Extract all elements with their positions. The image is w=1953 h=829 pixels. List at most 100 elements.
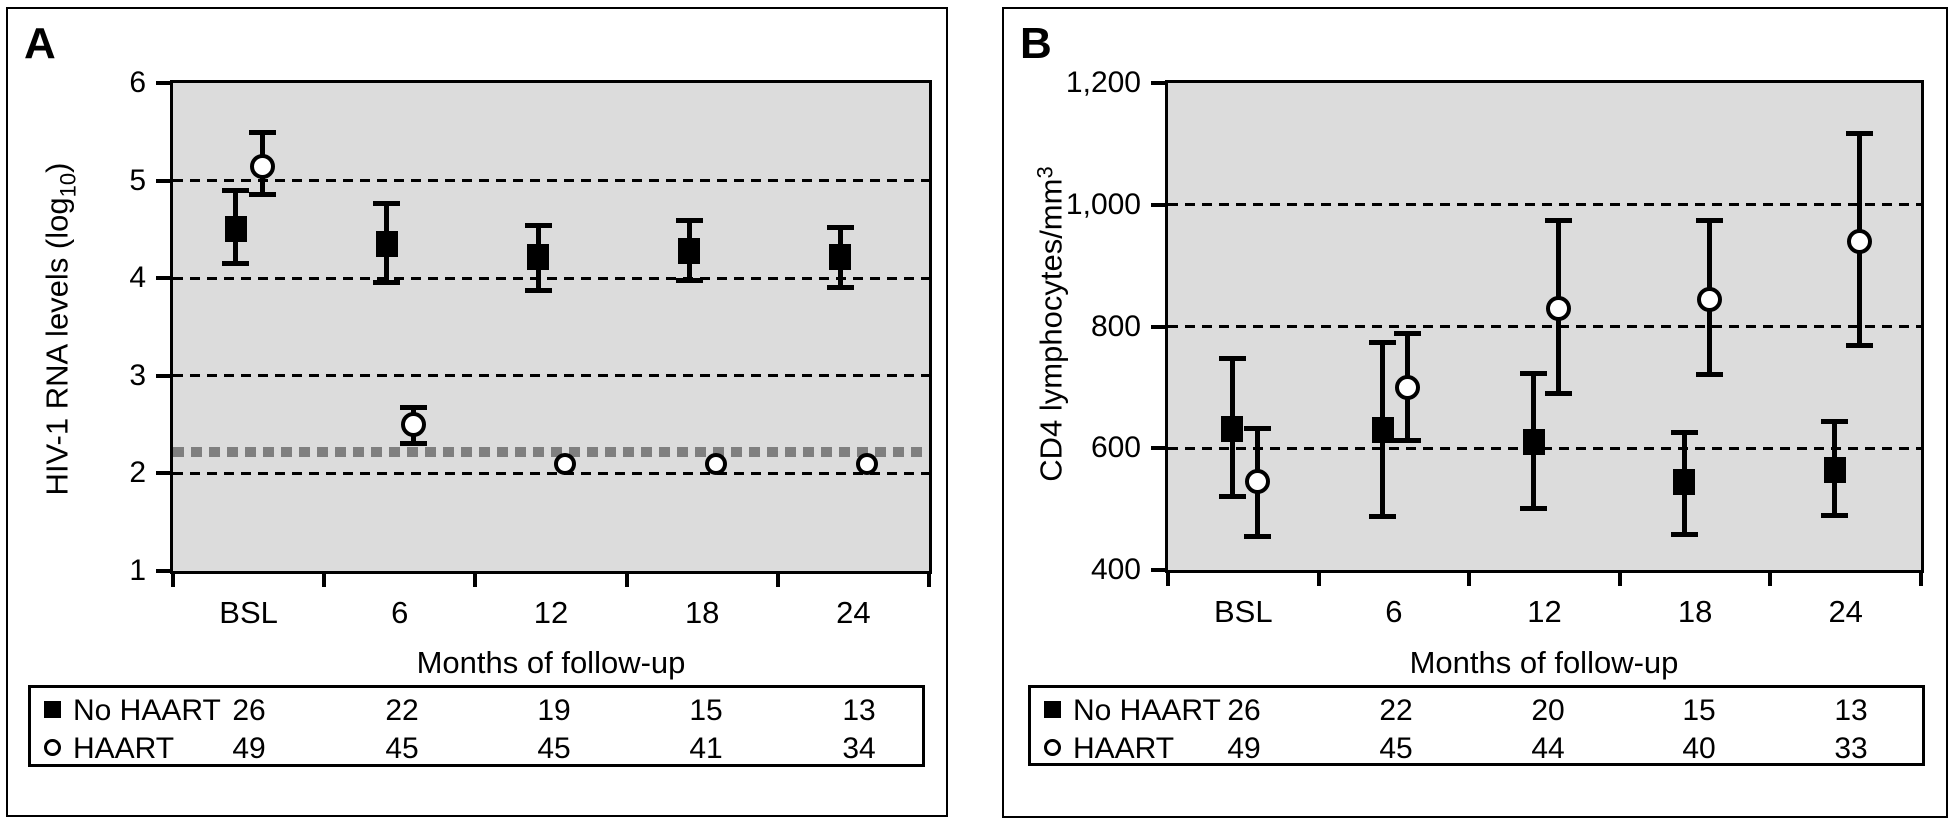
error-bar-cap-top	[1670, 429, 1698, 435]
error-bar-cap-bottom	[675, 278, 703, 284]
x-tick-5	[1919, 573, 1923, 586]
x-category-label-6: 6	[391, 595, 409, 630]
error-bar-cap-bottom	[1670, 531, 1698, 537]
y-tick-label-1200: 1,200	[1065, 66, 1141, 99]
x-category-label-12: 12	[533, 595, 569, 630]
error-bar-cap-top	[1218, 356, 1246, 362]
panel-b-plot-area: 1,200 1,000 800 600 400 BSL 6 12 18 24	[1066, 66, 1924, 629]
error-bar-cap-top	[1846, 130, 1874, 136]
error-bar-cap-bottom	[249, 192, 277, 198]
x-tick-4	[775, 574, 780, 587]
x-tick-2	[1467, 573, 1472, 586]
gridline-600	[1168, 446, 1921, 450]
y-tick-6	[156, 81, 170, 85]
y-tick-800	[1151, 324, 1165, 329]
x-tick-2	[473, 574, 478, 587]
data-point-circle	[250, 153, 276, 179]
x-category-label-12: 12	[1527, 594, 1562, 629]
panel-a-plot-area: 6 5 4 3 2 1 BSL 6 12 18 24	[129, 66, 932, 630]
y-title-superscript: 3	[1032, 166, 1058, 179]
error-bar-cap-top	[1369, 339, 1397, 345]
legend-count: 34	[842, 732, 876, 765]
error-bar-cap-bottom	[1218, 493, 1246, 499]
y-tick-label-6: 6	[129, 66, 146, 99]
data-point-circle	[1395, 374, 1421, 400]
panel-a-letter: A	[24, 19, 56, 68]
error-bar-cap-bottom	[1821, 513, 1849, 519]
legend-count: 15	[1682, 694, 1716, 727]
legend-square-icon	[1044, 701, 1061, 718]
data-point-square	[224, 216, 247, 243]
error-bar-cap-top	[1394, 330, 1422, 336]
error-bar-cap-top	[249, 129, 277, 135]
panel-a-y-axis-title: HIV-1 RNA levels (log10)	[39, 163, 82, 496]
data-point-square	[829, 243, 852, 270]
legend-count: 22	[385, 694, 419, 727]
error-bar-cap-top	[675, 217, 703, 223]
error-bar-cap-top	[373, 201, 401, 206]
x-tick-3	[1617, 573, 1622, 586]
x-category-label-18: 18	[684, 595, 720, 630]
panel-b-x-axis-title: Months of follow-up	[1409, 645, 1679, 680]
data-point-circle	[856, 452, 879, 475]
gridline-3	[173, 374, 929, 378]
y-tick-1200	[1151, 81, 1165, 85]
data-point-circle	[705, 452, 728, 475]
legend-count: 33	[1834, 732, 1868, 765]
x-tick-4	[1768, 573, 1773, 586]
error-bar-cap-top	[1243, 426, 1271, 432]
data-point-square	[1371, 417, 1394, 443]
error-bar-cap-top	[222, 188, 250, 194]
legend-count: 45	[385, 732, 419, 765]
data-point-circle	[1696, 286, 1722, 312]
gridline-1000	[1168, 203, 1921, 207]
gridline-2	[173, 471, 929, 475]
error-bar-cap-bottom	[400, 441, 428, 447]
data-point-circle	[401, 412, 427, 438]
error-bar-cap-bottom	[524, 287, 552, 293]
data-point-square	[375, 231, 398, 257]
y-tick-1	[156, 569, 170, 573]
error-bar-cap-bottom	[1545, 390, 1572, 396]
y-tick-label-4: 4	[129, 261, 146, 295]
y-tick-label-3: 3	[129, 358, 146, 392]
legend-series-name: HAART	[73, 732, 175, 765]
y-tick-label-5: 5	[129, 163, 146, 197]
error-bar-cap-top	[1520, 371, 1547, 377]
error-bar-cap-bottom	[1520, 506, 1547, 512]
legend-count: 13	[1834, 694, 1868, 727]
x-tick-3	[624, 574, 629, 587]
x-category-label-24: 24	[1828, 594, 1863, 629]
legend-count: 13	[842, 694, 876, 727]
error-bar-cap-bottom	[373, 280, 401, 286]
error-bar-cap-bottom	[222, 260, 250, 266]
legend-count: 44	[1531, 732, 1565, 765]
panel-a-x-axis-title: Months of follow-up	[416, 645, 686, 680]
x-category-label-18: 18	[1677, 594, 1713, 629]
error-bar-cap-top	[1695, 218, 1723, 223]
x-tick-1	[1316, 573, 1321, 586]
y-tick-label-2: 2	[129, 456, 146, 490]
legend-count: 45	[1379, 732, 1413, 765]
y-tick-3	[156, 373, 170, 378]
data-point-circle	[1546, 295, 1571, 321]
error-bar-cap-bottom	[826, 285, 854, 290]
legend-series-name: No HAART	[73, 694, 221, 727]
detection-limit-line	[173, 446, 929, 457]
legend-count: 45	[537, 732, 571, 765]
legend-count: 26	[1227, 694, 1261, 727]
x-category-label-BSL: BSL	[1213, 594, 1273, 629]
data-point-circle	[1244, 469, 1270, 495]
data-point-square	[1673, 468, 1696, 495]
x-tick-0	[171, 574, 175, 587]
legend-count: 19	[537, 694, 571, 727]
legend-count: 40	[1682, 732, 1716, 765]
x-tick-1	[322, 574, 327, 587]
x-category-label-24: 24	[836, 595, 871, 630]
data-point-square	[1522, 429, 1545, 456]
legend-square-icon	[44, 701, 61, 718]
y-tick-label-1: 1	[129, 554, 146, 587]
y-tick-600	[1151, 446, 1165, 451]
y-tick-4	[156, 276, 170, 281]
data-point-square	[1823, 456, 1846, 483]
